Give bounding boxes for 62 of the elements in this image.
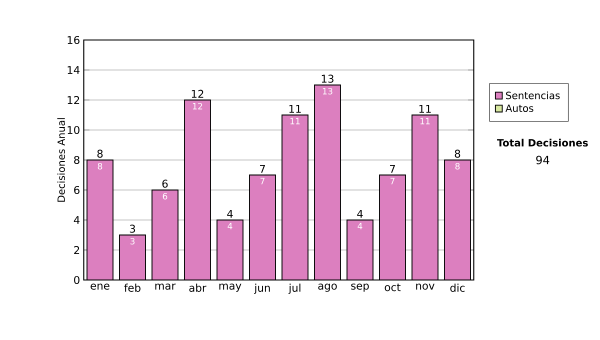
y-tick-label: 8 (74, 156, 80, 164)
x-tick-label: nov (416, 284, 434, 290)
x-tick-label: may (219, 284, 242, 292)
data-label: 7 (390, 178, 395, 184)
y-tick-label: 16 (68, 36, 80, 44)
total-label: 6 (162, 180, 168, 188)
bar (250, 175, 276, 280)
x-tick-label: mar (155, 284, 176, 290)
x-tick-label: ene (90, 284, 110, 290)
total-label: 11 (289, 104, 301, 113)
total-label: 8 (97, 150, 103, 158)
bar (444, 160, 471, 280)
bar (347, 220, 373, 280)
total-label: 3 (130, 224, 136, 233)
x-tick-label: ago (318, 284, 337, 292)
y-tick-label: 12 (68, 96, 80, 104)
y-tick-label: 6 (74, 186, 80, 194)
x-tick-label: abr (189, 284, 206, 292)
total-label: 8 (454, 150, 460, 158)
y-tick-label: 14 (68, 66, 80, 74)
x-tick-label: feb (124, 284, 140, 292)
bar (120, 235, 146, 280)
y-tick-label: 4 (74, 216, 80, 224)
y-tick-label: 2 (74, 246, 80, 254)
total-label: 12 (192, 90, 204, 98)
total-label: 11 (419, 104, 431, 113)
data-label: 11 (420, 118, 430, 124)
y-axis-title: Decisiones Anual (57, 118, 65, 202)
x-tick-label: dic (450, 284, 465, 292)
total-label: 4 (227, 210, 233, 218)
data-label: 4 (358, 222, 362, 230)
data-label: 7 (260, 178, 265, 184)
data-label: 12 (192, 102, 202, 110)
bar (184, 100, 210, 280)
bar (152, 190, 178, 280)
data-label: 4 (228, 222, 232, 230)
data-label: 8 (455, 162, 460, 170)
total-label: 13 (322, 74, 334, 83)
bar (282, 115, 308, 280)
bar (314, 85, 340, 280)
data-label: 3 (130, 238, 135, 244)
bar (87, 160, 113, 280)
total-label: 7 (390, 164, 395, 173)
total-label: 4 (357, 210, 363, 218)
x-tick-label: sep (351, 284, 369, 292)
legend-label: Autos (505, 104, 534, 112)
total-label: 7 (260, 164, 265, 173)
bar (412, 115, 438, 280)
bar (217, 220, 243, 280)
x-tick-label: oct (384, 284, 401, 292)
text: Total Decisiones (497, 138, 588, 147)
bar (380, 175, 406, 280)
data-label: 11 (290, 118, 300, 124)
data-label: 6 (162, 192, 168, 200)
x-tick-label: jun (254, 284, 270, 294)
x-tick-label: jul (288, 284, 300, 294)
legend-label: Sentencias (506, 91, 560, 100)
y-tick-label: 10 (68, 126, 80, 134)
data-label: 13 (322, 88, 332, 94)
y-tick-label: 0 (74, 276, 80, 284)
data-label: 8 (98, 162, 102, 170)
text: 94 (536, 156, 550, 164)
